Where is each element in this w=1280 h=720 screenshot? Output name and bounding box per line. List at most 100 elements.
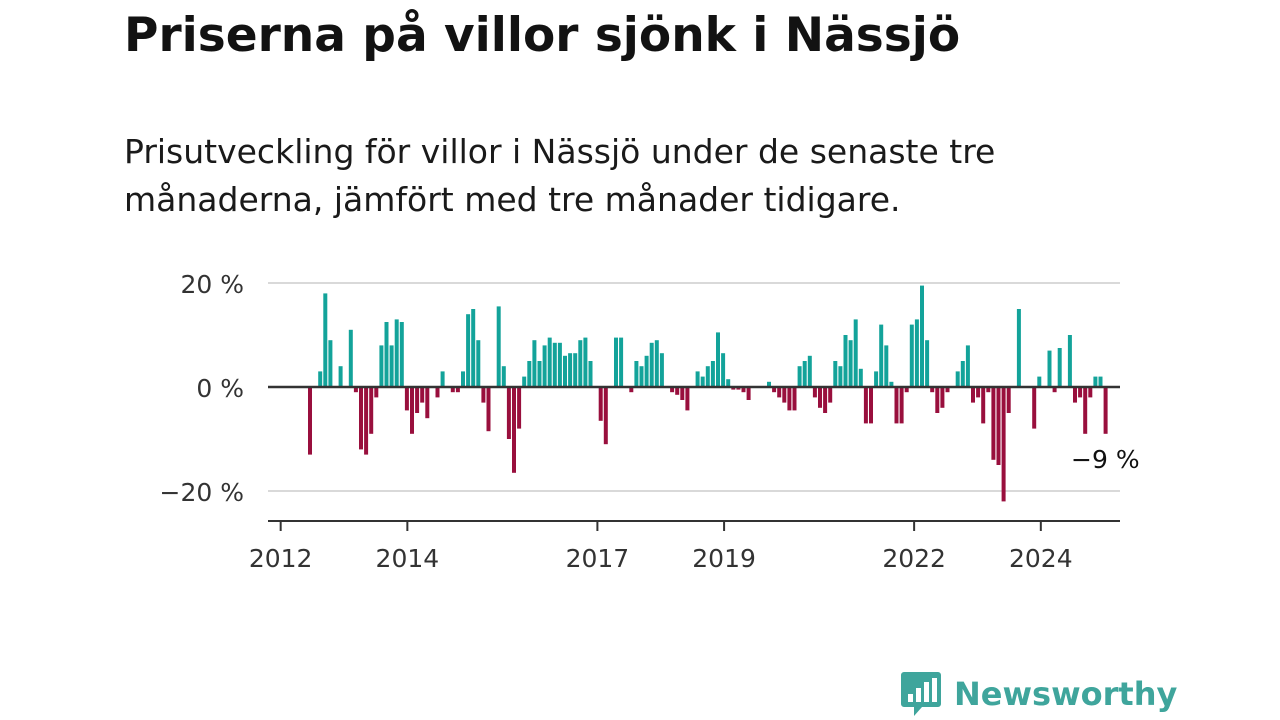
chart-title: Priserna på villor sjönk i Nässjö <box>124 8 961 63</box>
y-tick-label: 20 % <box>180 270 244 299</box>
bar <box>1016 309 1021 387</box>
bar <box>501 366 506 387</box>
bar <box>818 387 822 408</box>
bar <box>644 355 649 387</box>
bar <box>986 387 991 393</box>
bar <box>1032 387 1037 429</box>
x-tick-label: 2012 <box>249 544 313 573</box>
bar <box>772 387 777 393</box>
bar <box>338 366 343 387</box>
bar <box>364 387 369 455</box>
bar <box>557 342 562 387</box>
bar <box>649 342 654 387</box>
x-tick-label: 2022 <box>882 544 946 573</box>
bar <box>1052 387 1057 393</box>
bar <box>843 335 848 387</box>
bar <box>348 329 353 387</box>
bar <box>552 342 557 387</box>
bar <box>435 387 440 398</box>
bar <box>976 387 981 398</box>
bar <box>884 345 889 387</box>
bar <box>481 387 486 403</box>
bar <box>619 337 624 387</box>
bar <box>848 340 853 387</box>
y-tick-label: −20 % <box>160 478 244 507</box>
bar <box>461 371 465 387</box>
bar <box>476 340 481 387</box>
bar <box>318 371 323 387</box>
bar <box>573 353 578 387</box>
bar <box>960 361 965 387</box>
grid-lines <box>268 282 1120 492</box>
bar <box>700 376 705 387</box>
last-value-annotation: −9 % <box>1071 445 1140 474</box>
bar <box>486 387 491 432</box>
bar <box>930 387 935 393</box>
bar <box>542 345 547 387</box>
bar <box>455 387 460 393</box>
x-tick-label: 2024 <box>1009 544 1073 573</box>
bar <box>782 387 787 403</box>
bar <box>807 355 812 387</box>
bar <box>369 387 374 434</box>
bar <box>415 387 420 413</box>
bar <box>410 387 414 434</box>
chart-subtitle: Prisutveckling för villor i Nässjö under… <box>124 132 996 219</box>
bar <box>532 340 537 387</box>
bar <box>1093 376 1098 387</box>
bar <box>1073 387 1077 403</box>
bar <box>1088 387 1093 398</box>
bar <box>858 368 863 387</box>
bar <box>889 381 894 387</box>
bar <box>471 309 476 387</box>
bar <box>379 345 384 387</box>
newsworthy-logo-icon <box>901 672 941 716</box>
bar <box>1083 387 1088 434</box>
bar <box>1047 350 1052 387</box>
bar <box>935 387 940 413</box>
bar <box>945 387 950 393</box>
bar <box>965 345 970 387</box>
bar <box>731 387 736 390</box>
bar <box>705 366 710 387</box>
bar <box>537 361 542 387</box>
bar <box>603 387 608 445</box>
bar <box>838 366 843 387</box>
bar <box>787 387 792 411</box>
bar <box>685 387 690 411</box>
x-tick-label: 2019 <box>692 544 756 573</box>
bar <box>1067 335 1072 387</box>
tick-labels: 20 % 0 % −20 % 2012 2014 2017 2019 2022 2024 −9 % <box>160 270 1140 573</box>
bar <box>940 387 945 408</box>
bar <box>996 387 1001 465</box>
bar <box>746 387 751 400</box>
y-tick-label: 0 % <box>196 374 244 403</box>
x-tick-label: 2014 <box>376 544 440 573</box>
bar <box>547 337 552 387</box>
bar <box>863 387 868 424</box>
bar <box>629 387 634 393</box>
bar <box>659 353 664 387</box>
bar <box>583 337 588 387</box>
bar <box>323 293 328 387</box>
bar <box>812 387 817 398</box>
bar <box>328 340 333 387</box>
bar <box>1057 348 1062 387</box>
bar <box>588 361 593 387</box>
bar <box>394 319 399 387</box>
bar <box>792 387 797 411</box>
bar <box>639 366 644 387</box>
bar <box>506 387 511 439</box>
bar <box>833 361 838 387</box>
bar <box>389 345 394 387</box>
bar <box>1078 387 1083 398</box>
bar <box>568 353 573 387</box>
bar <box>563 355 567 387</box>
bar <box>496 306 501 387</box>
brand-name: Newsworthy <box>954 675 1178 713</box>
bar <box>894 387 899 424</box>
bar <box>404 387 409 411</box>
bar <box>981 387 986 424</box>
bar <box>670 387 675 393</box>
